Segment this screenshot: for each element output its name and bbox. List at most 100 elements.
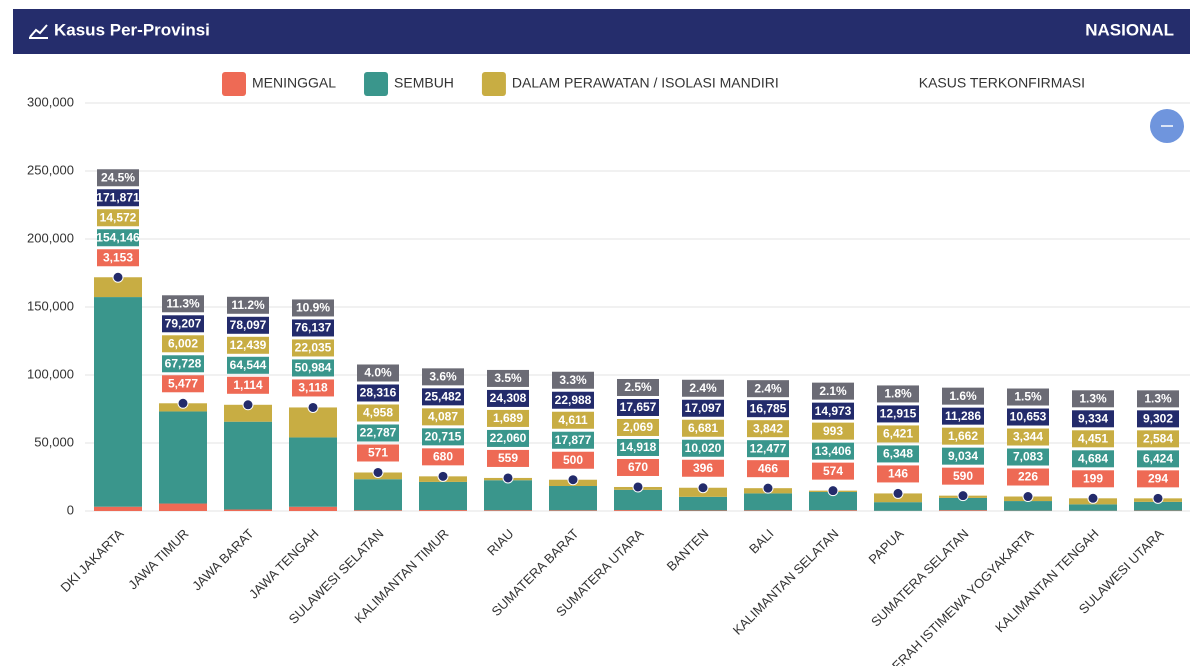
data-label: 2.1% [819,384,847,398]
data-label: 146 [888,467,908,481]
total-dot [1153,493,1163,503]
data-label: 993 [823,424,843,438]
data-label: 17,097 [685,401,722,415]
total-dot [438,471,448,481]
total-dot [1088,493,1098,503]
data-label: 3,118 [298,381,328,395]
y-tick-label: 50,000 [34,434,74,449]
data-label: 226 [1018,470,1038,484]
bar-segment [354,510,402,511]
bar-segment [744,493,792,510]
legend-label: MENINGGAL [252,75,336,91]
data-label: 1.3% [1079,391,1107,405]
x-tick-label: PAPUA [865,526,906,567]
data-label: 24.5% [101,170,135,184]
data-label: 14,918 [620,440,657,454]
data-label: 12,915 [880,407,917,421]
data-label: 4,684 [1078,451,1108,465]
bar-segment [289,507,337,511]
data-label: 6,348 [883,447,913,461]
data-label: 14,973 [815,404,852,418]
bar-segment [484,480,532,510]
total-dot [113,272,123,282]
x-tick-label: RIAU [484,526,517,559]
data-label: 9,034 [948,449,978,463]
x-tick-label: BALI [746,526,777,557]
bar-segment [484,510,532,511]
data-label: 4,451 [1078,431,1108,445]
data-label: 154,146 [96,230,140,244]
x-tick-label: JAWA TIMUR [125,526,191,592]
total-dot [373,467,383,477]
bar-segment [354,479,402,510]
data-label: 571 [368,446,388,460]
bar-segment [224,509,272,511]
data-label: 79,207 [165,316,202,330]
bar-segment [159,504,207,511]
data-label: 10,020 [685,441,722,455]
data-label: 1.6% [949,389,977,403]
legend-label: DALAM PERAWATAN / ISOLASI MANDIRI [512,75,779,91]
data-label: 12,439 [230,338,267,352]
legend-swatch [364,72,388,96]
data-label: 22,988 [555,393,592,407]
data-label: 76,137 [295,321,332,335]
bar-segment [874,502,922,511]
data-label: 2.4% [754,381,782,395]
data-label: 3.6% [429,370,457,384]
bar-segment [159,411,207,503]
data-label: 67,728 [165,356,202,370]
data-label: 25,482 [425,390,462,404]
data-label: 6,681 [688,421,718,435]
bar-segment [744,510,792,511]
data-label: 11,286 [945,409,981,423]
data-label: 2.5% [624,380,652,394]
total-dot [958,491,968,501]
data-label: 680 [433,450,453,464]
data-label: 20,715 [425,430,462,444]
bar-segment [94,297,142,507]
data-label: 17,657 [620,400,657,414]
total-dot [1023,492,1033,502]
data-label: 78,097 [230,318,267,332]
data-label: 3.3% [559,373,587,387]
total-dot [178,398,188,408]
bar-segment [679,510,727,511]
total-dot [698,483,708,493]
data-label: 500 [563,453,583,467]
data-label: 2,069 [623,420,653,434]
data-label: 2,584 [1143,432,1173,446]
data-label: 1,689 [493,411,523,425]
legend-swatch [482,72,506,96]
data-label: 9,302 [1143,412,1173,426]
data-label: 22,060 [490,431,527,445]
bar-segment [549,510,597,511]
total-dot [243,400,253,410]
bar-segment [419,510,467,511]
data-label: 17,877 [555,433,592,447]
data-label: 559 [498,451,518,465]
data-label: 9,334 [1078,411,1108,425]
header-scope[interactable]: NASIONAL [1085,20,1174,39]
x-tick-label: JAWA BARAT [189,526,257,594]
data-label: 466 [758,461,778,475]
data-label: 1.3% [1144,392,1172,406]
data-label: 1.5% [1014,390,1042,404]
data-label: 294 [1148,472,1168,486]
data-label: 1,114 [233,378,263,392]
bar-segment [224,422,272,510]
data-label: 10,653 [1010,410,1047,424]
data-label: 3.5% [494,371,522,385]
data-label: 3,344 [1013,430,1043,444]
data-label: 11.3% [166,296,200,310]
data-label: 3,842 [753,421,783,435]
data-label: 6,424 [1143,452,1173,466]
total-dot [568,475,578,485]
data-label: 12,477 [750,441,787,455]
bar-segment [614,490,662,510]
bar-segment [939,510,987,511]
data-label: 4,087 [428,410,458,424]
total-dot [503,473,513,483]
y-tick-label: 300,000 [27,94,74,109]
y-tick-label: 100,000 [27,366,74,381]
